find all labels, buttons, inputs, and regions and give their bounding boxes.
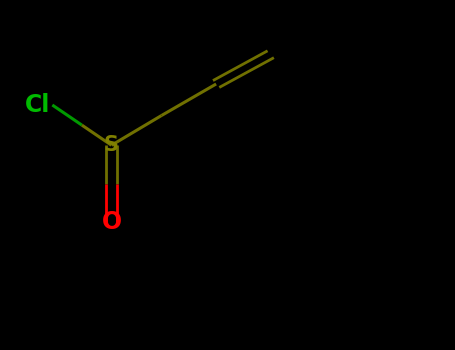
Text: O: O	[101, 210, 121, 234]
Text: Cl: Cl	[25, 93, 50, 117]
Text: S: S	[104, 135, 119, 155]
